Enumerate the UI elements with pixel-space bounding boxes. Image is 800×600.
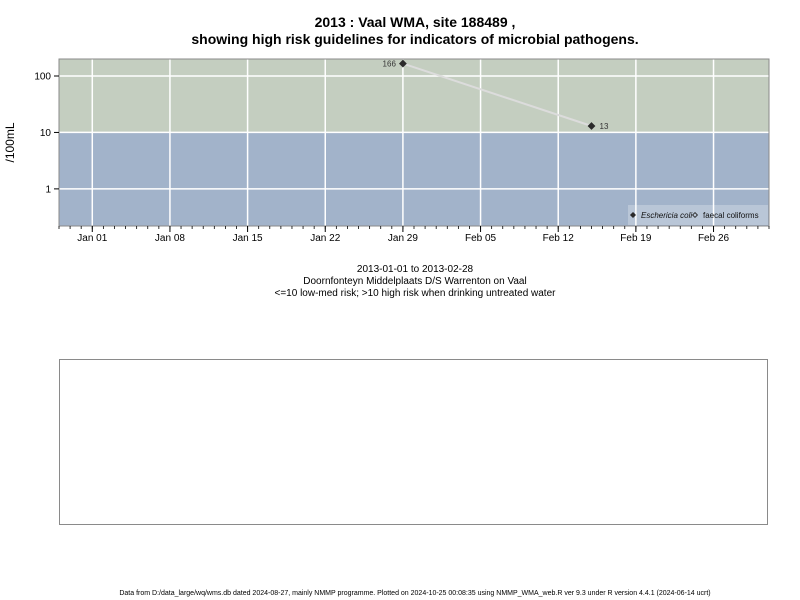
site-name-caption: Doornfonteyn Middelplaats D/S Warrenton … — [303, 276, 527, 287]
y-tick-label: 1 — [45, 184, 51, 195]
data-point — [587, 122, 596, 130]
low-risk-zone — [59, 132, 769, 226]
series-line — [402, 62, 592, 127]
data-label: 13 — [600, 122, 609, 131]
x-tick-label: Feb 05 — [465, 233, 497, 244]
footer-note: Data from D:/data_large/wq/wms.db dated … — [119, 590, 711, 597]
chart-title-line1: 2013 : Vaal WMA, site 188489 , — [314, 14, 516, 30]
chart-svg: 100 10 1 Jan 01 Jan 08 Jan 15 Jan 22 Jan 29 Feb … — [3, 58, 770, 244]
x-tick-label: Feb 26 — [698, 233, 730, 244]
chart-title-line2: showing high risk guidelines for indicat… — [191, 31, 639, 47]
x-tick-label: Feb 19 — [620, 233, 652, 244]
legend-label: faecal coliforms — [703, 211, 759, 220]
date-range-caption: 2013-01-01 to 2013-02-28 — [356, 264, 474, 275]
data-point — [398, 59, 407, 68]
high-risk-zone — [59, 59, 769, 133]
x-tick-label: Feb 12 — [543, 233, 575, 244]
empty-plot-panel — [59, 359, 768, 525]
x-tick-label: Jan 29 — [388, 233, 418, 244]
x-tick-label: Jan 08 — [155, 233, 185, 244]
y-tick-label: 10 — [40, 128, 52, 139]
legend-label: Eschericia coli — [641, 211, 692, 220]
y-tick-label: 100 — [34, 71, 51, 82]
legend-marker — [691, 211, 699, 219]
x-tick-label: Jan 22 — [310, 233, 340, 244]
y-axis-label: /100mL — [3, 122, 17, 162]
x-tick-label: Jan 01 — [77, 233, 107, 244]
x-tick-label: Jan 15 — [233, 233, 263, 244]
risk-note-caption: <=10 low-med risk; >10 high risk when dr… — [274, 288, 556, 299]
data-label: 166 — [383, 60, 397, 69]
legend-marker — [629, 211, 637, 219]
